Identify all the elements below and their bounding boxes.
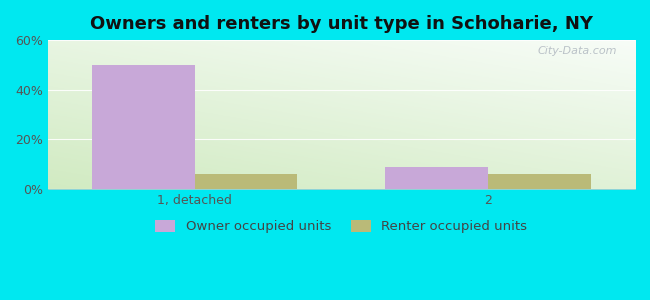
Title: Owners and renters by unit type in Schoharie, NY: Owners and renters by unit type in Schoh… — [90, 15, 593, 33]
Text: City-Data.com: City-Data.com — [538, 46, 617, 56]
Bar — [194, 174, 297, 189]
Legend: Owner occupied units, Renter occupied units: Owner occupied units, Renter occupied un… — [150, 215, 532, 239]
Bar — [92, 65, 194, 189]
Bar — [385, 167, 488, 189]
Bar — [488, 174, 591, 189]
